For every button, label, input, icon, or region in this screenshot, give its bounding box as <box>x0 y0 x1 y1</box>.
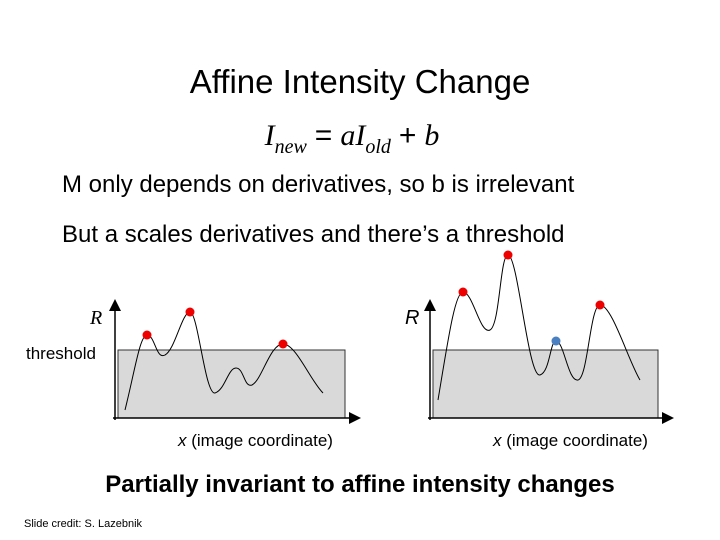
formula-part: I <box>264 119 277 152</box>
x-desc: (image coordinate) <box>191 431 333 450</box>
peak <box>503 250 513 260</box>
conclusion: Partially invariant to affine intensity … <box>105 471 614 498</box>
threshold-label: threshold <box>26 344 96 363</box>
formula: Inew = aIold + b <box>264 119 440 158</box>
formula-part: a <box>340 119 355 152</box>
threshold-region <box>117 349 346 419</box>
formula-part: I <box>354 119 367 152</box>
formula-part: old <box>365 136 392 158</box>
peak-below-threshold <box>551 336 561 346</box>
formula-part: new <box>275 136 308 158</box>
x-var: x <box>177 431 187 450</box>
threshold-region <box>432 349 659 419</box>
x-var: x <box>492 431 502 450</box>
peak <box>595 300 605 310</box>
credit: Slide credit: S. Lazebnik <box>24 518 143 530</box>
x-desc: (image coordinate) <box>506 431 648 450</box>
curve <box>437 254 641 401</box>
y-label: R <box>405 307 419 329</box>
formula-part: b <box>424 119 439 152</box>
x-label: x (image coordinate) <box>177 431 333 450</box>
peak <box>185 307 195 317</box>
y-label: R <box>89 307 102 329</box>
bullet: M only depends on derivatives, so b is i… <box>62 171 575 198</box>
formula-part: + <box>399 119 417 152</box>
peak <box>142 330 152 340</box>
peak <box>278 339 288 349</box>
peak <box>458 287 468 297</box>
formula-part: = <box>315 119 333 152</box>
x-label: x (image coordinate) <box>492 431 648 450</box>
bullet: But a scales derivatives and there’s a t… <box>62 221 565 248</box>
title: Affine Intensity Change <box>190 63 531 100</box>
